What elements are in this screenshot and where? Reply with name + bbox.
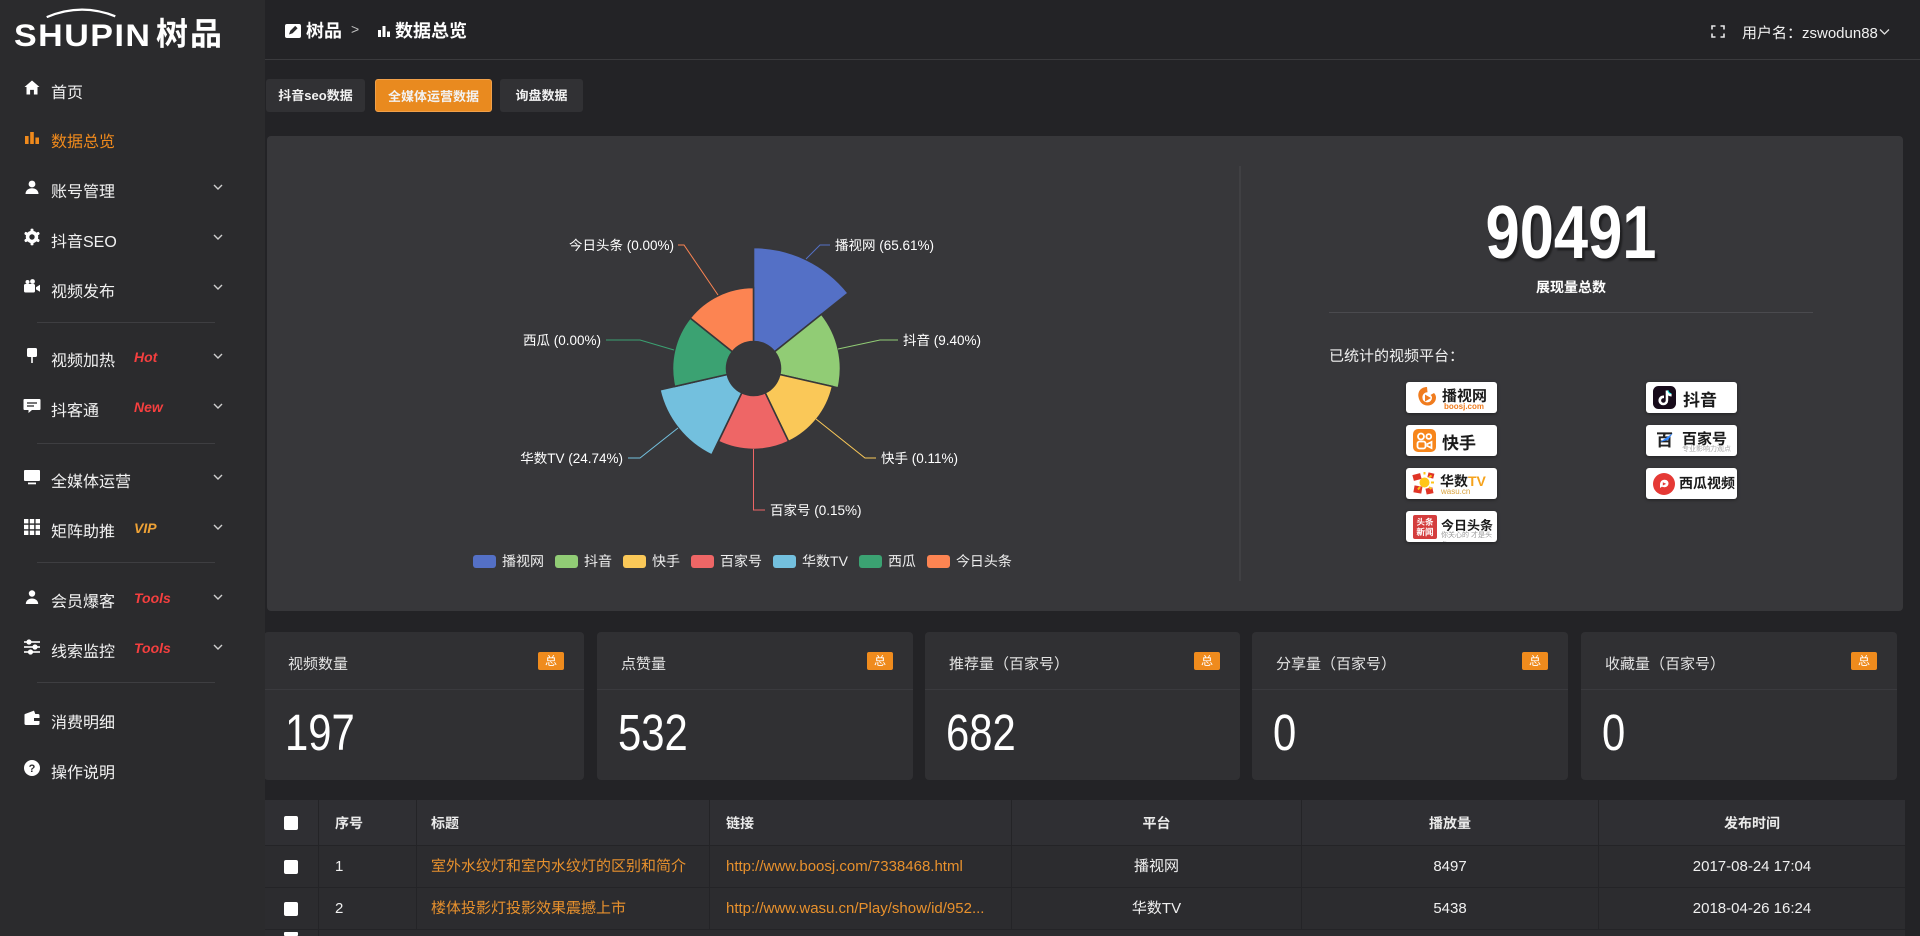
svg-text:头条: 头条 (1416, 517, 1434, 527)
svg-text:?: ? (29, 763, 36, 775)
svg-text:新闻: 新闻 (1416, 527, 1433, 537)
